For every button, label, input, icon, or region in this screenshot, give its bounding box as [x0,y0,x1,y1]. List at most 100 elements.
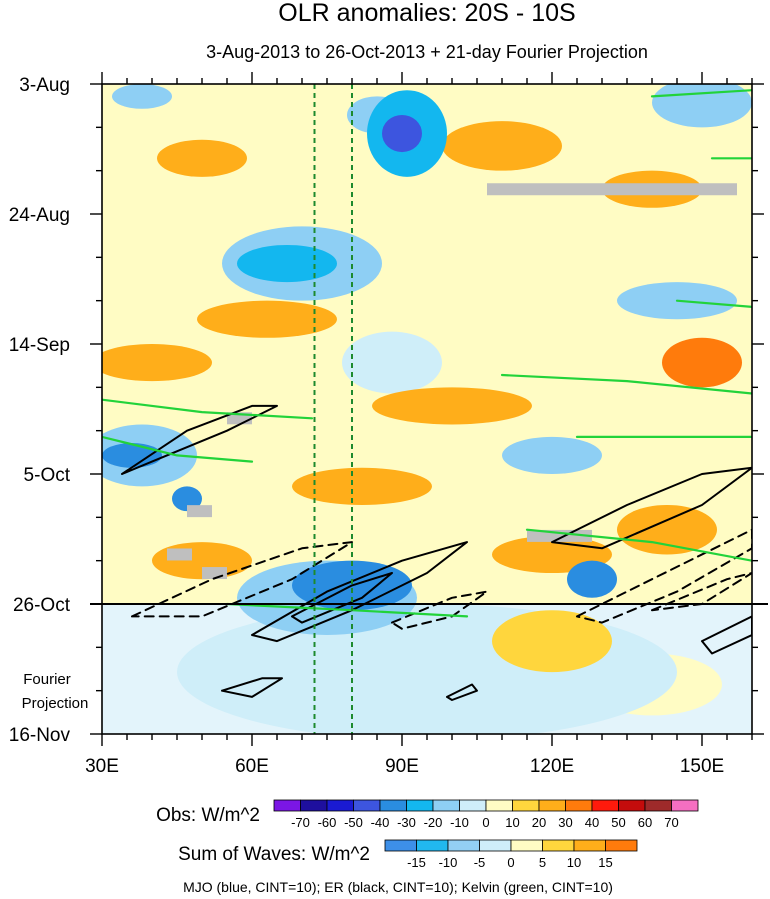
colorbar-obs-swatch [538,799,566,812]
anomaly-blob [617,504,717,555]
colorbar-waves-swatch [416,839,449,852]
er-contour [251,541,468,643]
anomaly-blob [492,610,612,673]
colorbar-obs-swatch [671,799,699,812]
colorbar-obs-tick-label: 60 [638,815,652,830]
colorbar-obs-tick-label: -40 [371,815,390,830]
anomaly-blob [567,560,617,598]
er-contour [551,466,752,550]
colorbar-obs-tick-label: 0 [482,815,489,830]
er-contour [121,404,278,475]
colorbar-waves-tick-label: -10 [439,855,458,870]
colorbar-obs-tick-label: -30 [397,815,416,830]
anomaly-blob [372,387,532,425]
colorbar-obs-label: Obs: W/m^2 [156,805,260,826]
y-tick-label: 16-Nov [9,725,71,746]
colorbar-obs-swatch [432,799,460,812]
er-contour [446,683,478,701]
er-contour [701,615,752,655]
x-tick-label: 60E [235,756,269,777]
missing-data-bar [527,529,592,542]
colorbar-obs-swatch [353,799,381,812]
colorbar-obs-swatch [644,799,672,812]
x-tick-label: 120E [530,756,574,777]
footer-caption: MJO (blue, CINT=10); ER (black, CINT=10)… [183,879,613,895]
colorbar-obs-swatch [618,799,646,812]
kelvin-contour [650,89,752,98]
missing-data-bar [487,183,737,196]
colorbar-obs-swatch [300,799,328,812]
anomaly-blob [292,467,432,505]
anomaly-blob [342,331,442,394]
projection-label-line2: Projection [22,695,89,712]
anomaly-blob [172,486,202,512]
colorbar-waves-tick-label: -15 [407,855,426,870]
anomaly-blob [102,443,162,468]
colorbar-obs-swatch [273,799,301,812]
anomaly-blob [102,344,212,382]
er-contour [576,528,752,624]
colorbar-obs-swatch [459,799,487,812]
colorbar-obs-swatch [591,799,619,812]
colorbar-waves: Sum of Waves: W/m^2 -15 -10 -5 0 5 10 15 [178,839,638,870]
colorbar-obs-tick-label: 50 [611,815,625,830]
kelvin-contour [102,435,254,463]
y-tick-label: 14-Sep [9,335,70,356]
colorbar-waves-swatch [510,839,543,852]
anomaly-blob [237,244,337,283]
anomaly-blob [157,139,247,177]
er-contour [291,572,393,624]
colorbar-obs-swatch [565,799,593,812]
anomaly-blob [112,84,172,109]
projection-label-line1: Fourier [23,671,71,688]
missing-data-bar [187,505,212,518]
colorbar-obs-tick-label: 20 [532,815,546,830]
colorbar-obs-swatch [406,799,434,812]
y-tick-label: 5-Oct [24,465,71,486]
kelvin-contour [675,299,752,308]
colorbar-obs-tick-label: -70 [291,815,310,830]
y-axis: 3-Aug 24-Aug 14-Sep 5-Oct 26-Oct 16-Nov [9,75,764,746]
colorbar-obs: Obs: W/m^2 -70 -60 -50 -40 -30 -20 -10 0 10 20 30 4… [156,799,699,830]
colorbar-obs-swatch [326,799,354,812]
reference-lines [90,84,768,734]
plot-area: 30E 60E 90E 120E 150E 3-Aug 24-Aug 14-Sep 5-Oct… [9,72,768,777]
colorbar-obs-tick-label: 40 [585,815,599,830]
colorbar-obs-swatch [379,799,407,812]
anomaly-blob [652,84,752,128]
missing-data-bar [202,567,227,580]
x-tick-label: 30E [85,756,119,777]
anomaly-blob [382,114,422,153]
y-tick-label: 26-Oct [13,595,71,616]
anomaly-blob [197,300,337,338]
colorbar-waves-tick-label: -5 [474,855,486,870]
y-tick-label: 3-Aug [19,75,70,96]
colorbar-obs-tick-label: -20 [424,815,443,830]
x-axis: 30E 60E 90E 120E 150E [85,72,753,777]
colorbar-obs-tick-label: -60 [318,815,337,830]
colorbar-obs-tick-label: 70 [664,815,678,830]
colorbar-obs-tick-label: -10 [450,815,469,830]
colorbar-waves-swatch [573,839,606,852]
kelvin-contour [525,528,752,562]
x-tick-label: 150E [680,756,724,777]
colorbar-waves-swatch [447,839,480,852]
kelvin-contour [500,373,752,395]
wave-contours [102,89,752,701]
colorbar-obs-tick-label: -50 [344,815,363,830]
anomaly-blob [442,121,562,171]
anomaly-blob [662,337,742,388]
colorbar-waves-swatches: -15 -10 -5 0 5 10 15 [384,839,638,870]
colorbar-waves-swatch [542,839,575,852]
kelvin-contour [102,398,314,420]
colorbar-waves-tick-label: 15 [598,855,612,870]
er-contour [651,572,752,612]
colorbar-waves-tick-label: 10 [567,855,581,870]
colorbar-waves-label: Sum of Waves: W/m^2 [178,844,370,865]
chart-subtitle: 3-Aug-2013 to 26-Oct-2013 + 21-day Fouri… [206,42,648,62]
er-contour [131,541,353,618]
x-tick-label: 90E [385,756,419,777]
colorbar-obs-tick-label: 30 [558,815,572,830]
er-contour [221,677,283,698]
